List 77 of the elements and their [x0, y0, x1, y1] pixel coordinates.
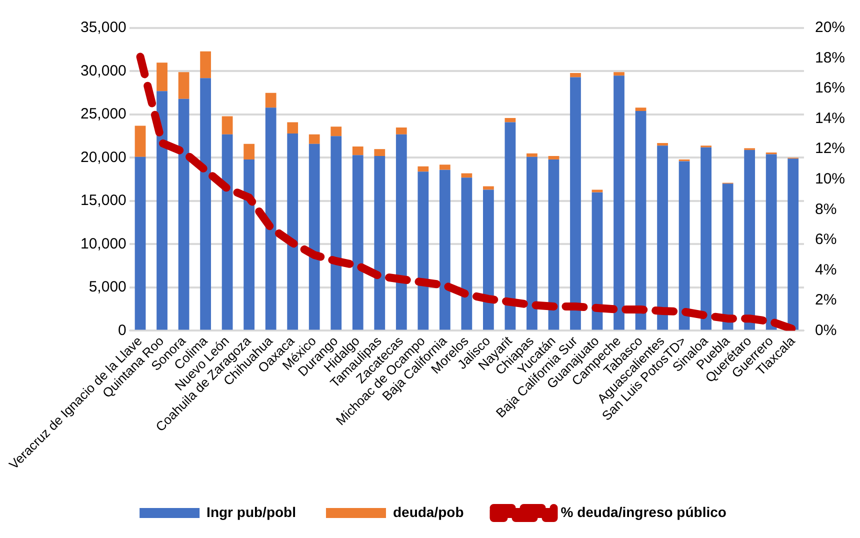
bar [461, 173, 472, 178]
bar [374, 149, 386, 156]
y-tick-label: 15,000 [80, 192, 126, 210]
bar [244, 159, 255, 330]
bar [396, 134, 407, 330]
bar [265, 92, 276, 108]
bar [222, 134, 233, 330]
bar [308, 134, 320, 144]
legend-label: % deuda/ingreso público [560, 504, 726, 520]
bar [308, 144, 320, 330]
bar [504, 122, 516, 330]
y-tick-label: 20,000 [80, 148, 126, 166]
bar [244, 144, 255, 160]
bar [744, 150, 756, 330]
bar [265, 108, 276, 330]
y-tick-label: 5,000 [88, 278, 126, 296]
bar [592, 190, 603, 192]
bar [178, 72, 190, 99]
bar [287, 134, 298, 330]
bar [330, 126, 342, 136]
y2-tick-label: 2% [814, 292, 837, 309]
y2-tick-label: 18% [814, 49, 846, 66]
bar [788, 158, 799, 330]
bar [526, 156, 538, 330]
bar [439, 164, 450, 170]
bar [200, 51, 211, 78]
bar [592, 192, 603, 330]
bar [657, 143, 668, 146]
bar [222, 116, 233, 134]
y2-tick-label: 8% [814, 200, 837, 218]
bar [548, 159, 560, 330]
legend-label: Ingr pub/pobl [206, 504, 296, 520]
bar [504, 118, 516, 122]
bar [418, 166, 429, 172]
y-tick-label: 30,000 [80, 62, 126, 80]
y2-tick-label: 4% [814, 261, 837, 278]
bar [635, 111, 646, 330]
bar [134, 126, 146, 157]
bar [678, 161, 690, 330]
bar [614, 76, 624, 330]
bar [134, 156, 146, 330]
y2-tick-label: 12% [814, 140, 846, 158]
bar [439, 170, 450, 330]
bar [396, 127, 407, 134]
bar [570, 72, 581, 78]
bar [657, 146, 668, 330]
y-tick-label: 10,000 [80, 235, 126, 252]
bar [570, 77, 581, 330]
bar [156, 62, 168, 92]
y-tick-label: 25,000 [80, 106, 126, 123]
bar [352, 155, 364, 330]
bar [483, 190, 494, 330]
bar [722, 184, 734, 330]
bar [200, 78, 211, 330]
y2-tick-label: 10% [814, 170, 846, 188]
bar [635, 108, 646, 112]
y2-tick-label: 6% [814, 231, 837, 248]
bar [766, 154, 777, 330]
bar [700, 147, 712, 330]
bar [374, 156, 386, 330]
bar [287, 122, 298, 134]
y2-tick-label: 16% [814, 80, 846, 97]
bar [330, 136, 342, 330]
bar [526, 153, 538, 157]
bar [178, 98, 190, 330]
y-tick-label: 35,000 [80, 19, 126, 36]
legend-label: deuda/pob [392, 504, 464, 520]
bar [461, 178, 472, 330]
bar [156, 91, 168, 330]
y2-tick-label: 14% [814, 110, 846, 127]
y2-tick-label: 20% [814, 19, 846, 36]
y-tick-label: 0 [118, 322, 126, 339]
bar [418, 172, 429, 330]
y2-tick-label: 0% [814, 322, 837, 339]
bar [352, 146, 364, 156]
bar [614, 72, 624, 76]
bar [548, 156, 560, 160]
